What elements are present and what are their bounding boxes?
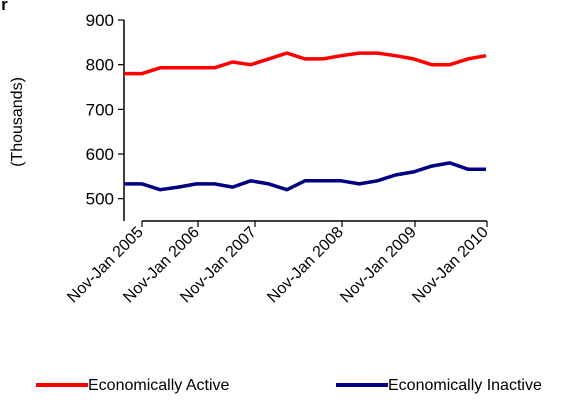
x-tick-label: Nov-Jan 2008 [264,224,347,307]
legend-label: Economically Inactive [388,377,542,394]
legend: Economically Active Economically Inactive [36,377,542,394]
series-line-economically-inactive [124,163,486,190]
series-lines [124,53,486,190]
y-tick-label: 900 [86,11,114,30]
y-tick-label: 500 [86,190,114,209]
y-ticks: 500 600 700 800 900 [86,11,124,209]
x-tick-label: Nov-Jan 2009 [337,224,420,307]
x-tick-label: Nov-Jan 2010 [409,224,492,307]
y-tick-label: 800 [86,56,114,75]
y-tick-label: 700 [86,100,114,119]
legend-label: Economically Active [88,377,229,394]
y-tick-label: 600 [86,145,114,164]
series-line-economically-active [124,53,486,74]
chart-title-fragment: ugur [0,0,8,14]
axes [124,20,487,221]
y-axis-label: (Thousands) [9,77,26,167]
